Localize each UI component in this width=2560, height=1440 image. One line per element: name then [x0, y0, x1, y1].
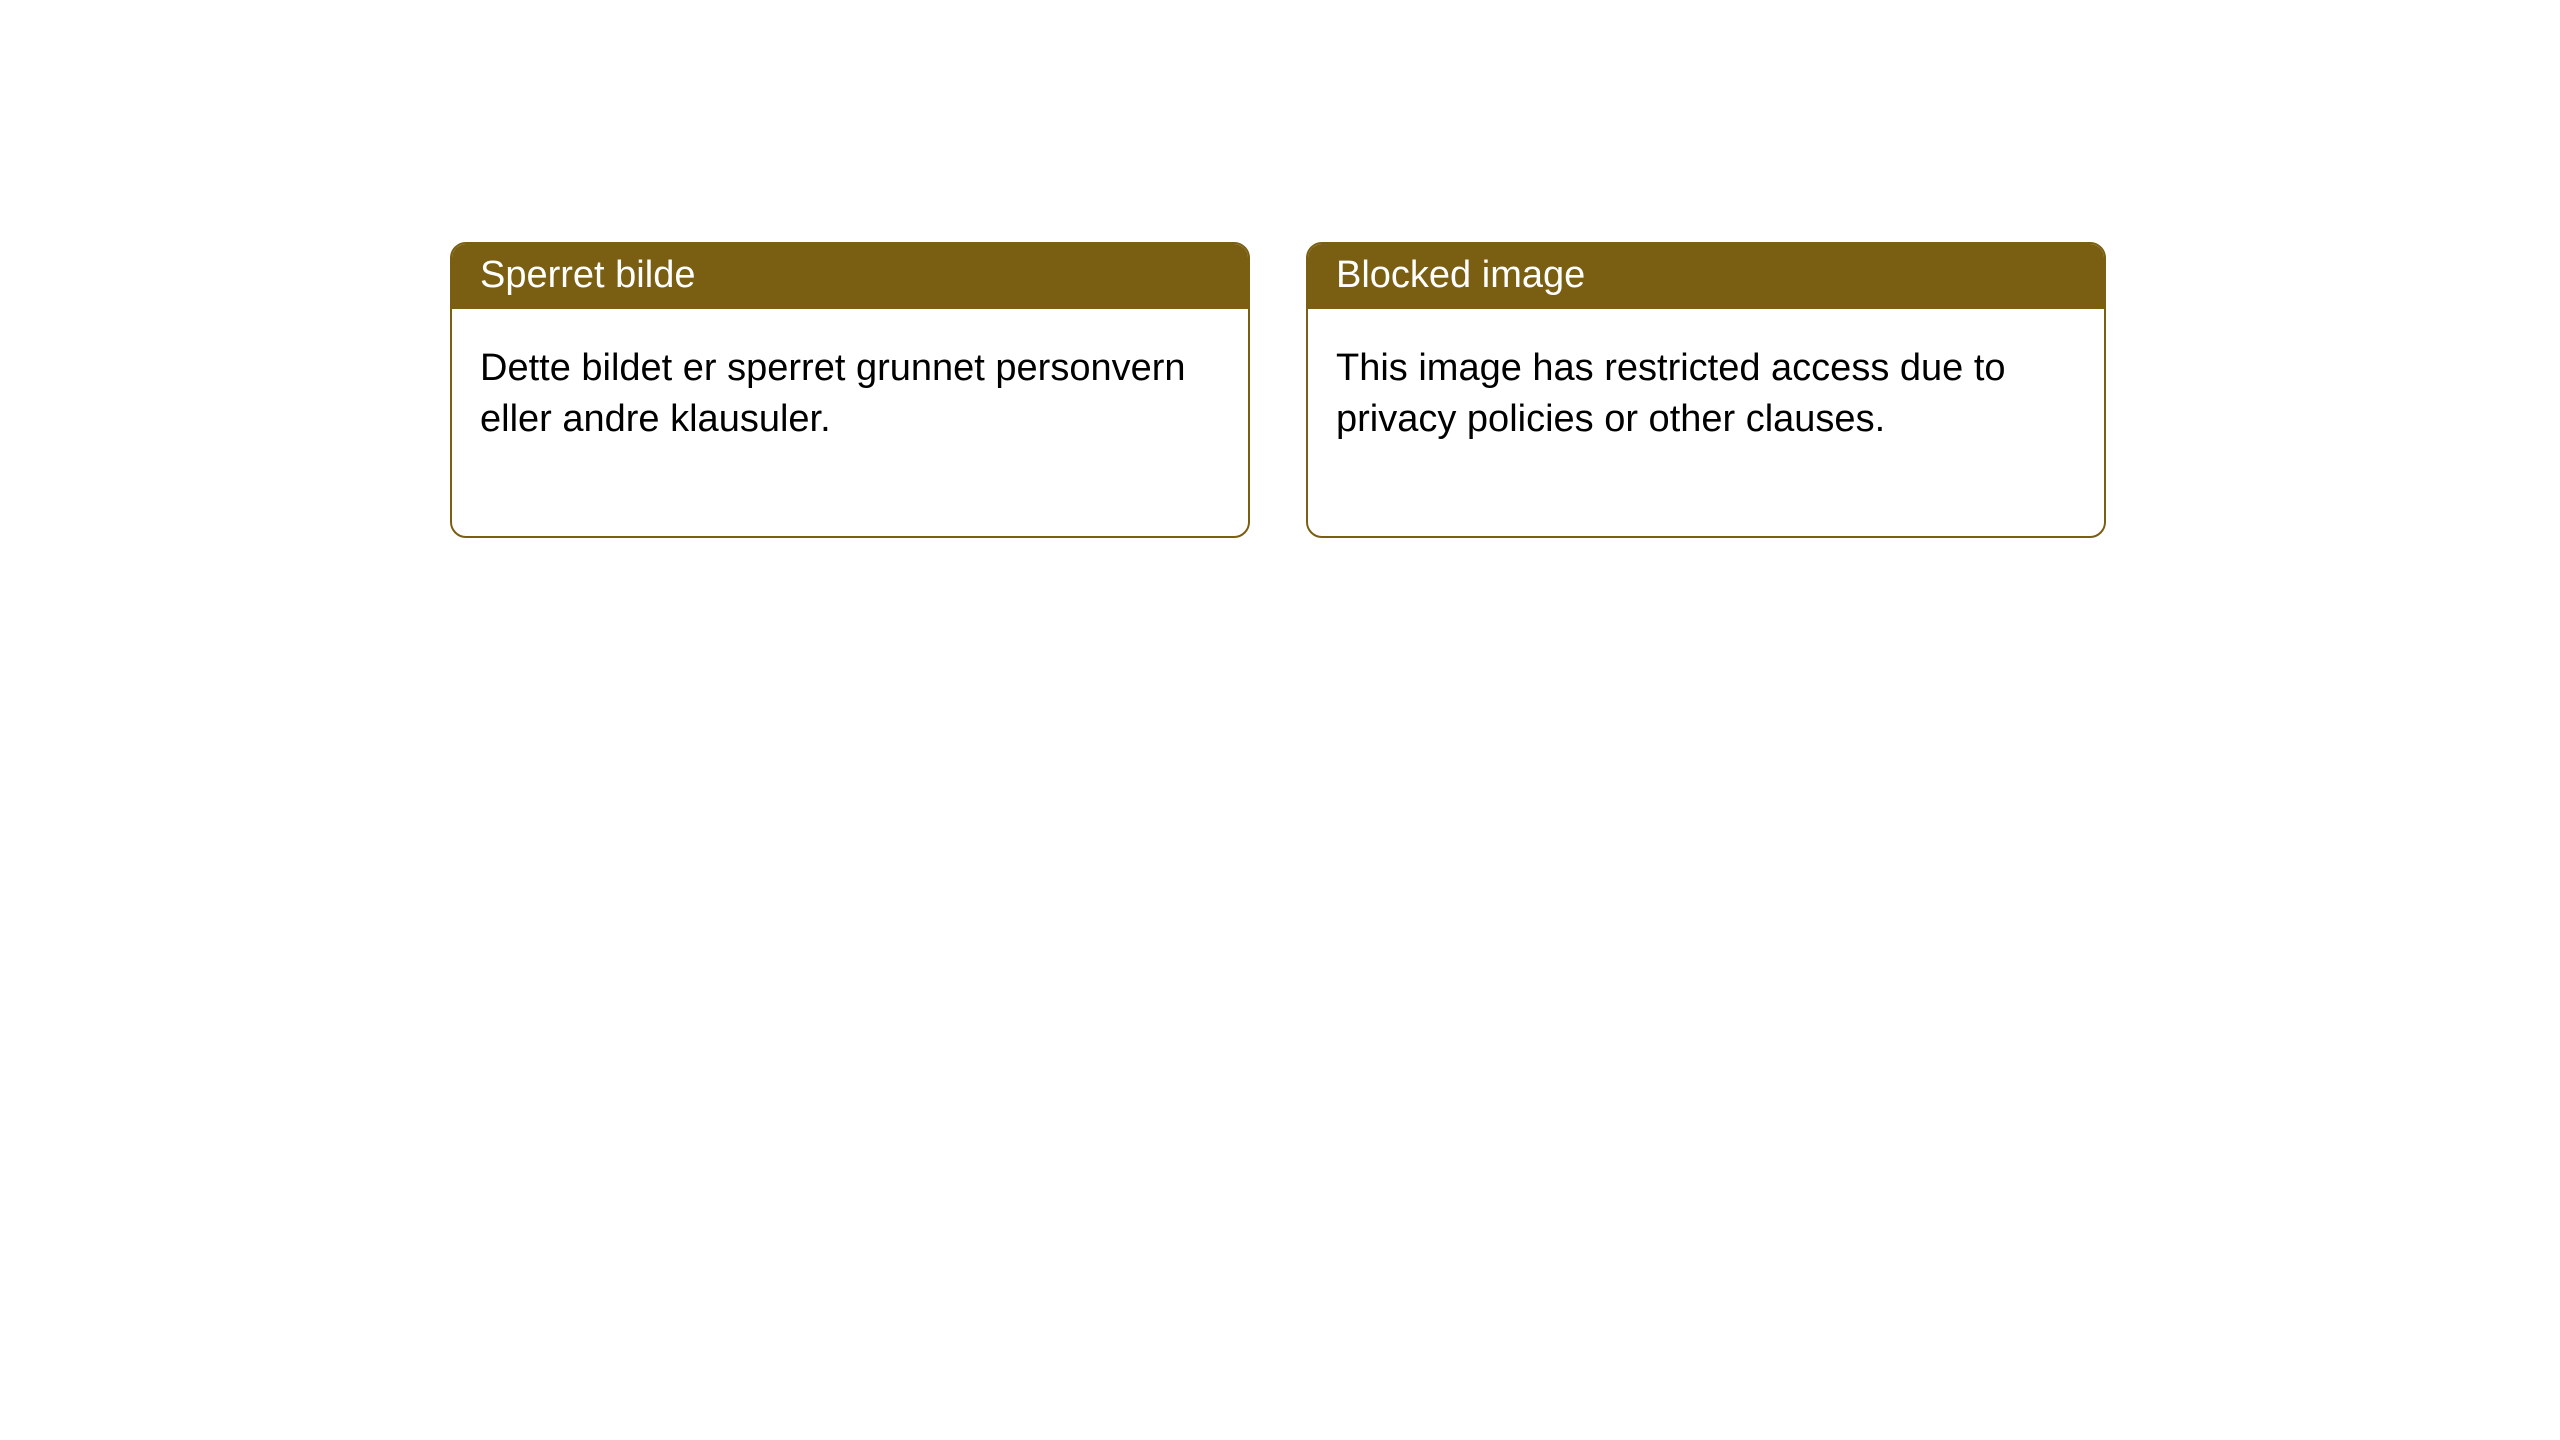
card-header-en: Blocked image: [1308, 244, 2104, 309]
card-body-no: Dette bildet er sperret grunnet personve…: [452, 309, 1248, 536]
card-body-en: This image has restricted access due to …: [1308, 309, 2104, 536]
card-header-no: Sperret bilde: [452, 244, 1248, 309]
notice-container: Sperret bilde Dette bildet er sperret gr…: [0, 0, 2560, 538]
blocked-image-card-no: Sperret bilde Dette bildet er sperret gr…: [450, 242, 1250, 538]
blocked-image-card-en: Blocked image This image has restricted …: [1306, 242, 2106, 538]
